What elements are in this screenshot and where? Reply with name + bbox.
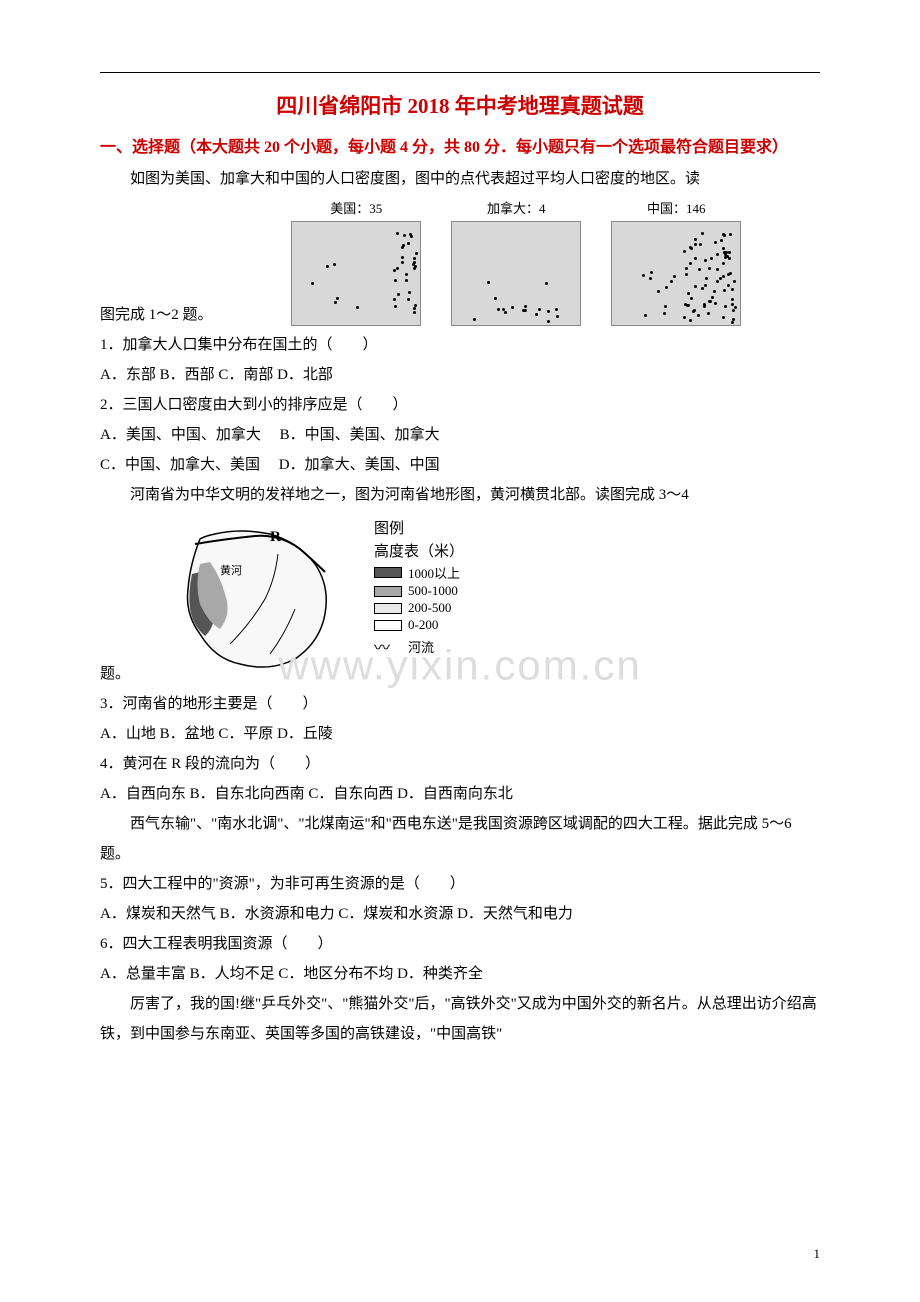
question-1-options: A．东部 B．西部 C．南部 D．北部 (100, 360, 820, 390)
question-2-options-row2: C．中国、加拿大、美国 D．加拿大、美国、中国 (100, 450, 820, 480)
legend-label-3: 200-500 (408, 600, 451, 616)
legend-item-1: 1000以上 (374, 563, 464, 582)
legend-title-1: 图例 (374, 517, 464, 538)
china-map-block: 中国：146 (611, 198, 741, 326)
canada-map-label: 加拿大：4 (487, 198, 546, 217)
legend-item-4: 0-200 (374, 617, 464, 633)
canada-map-block: 加拿大：4 (451, 198, 581, 326)
density-maps-row: 美国：35 加拿大：4 中国：146 (213, 198, 820, 326)
legend-label-4: 0-200 (408, 617, 438, 633)
henan-intro-continuation: 题。 (100, 659, 130, 689)
legend-item-river: 〰 河流 (374, 634, 464, 658)
question-3-options: A．山地 B．盆地 C．平原 D．丘陵 (100, 719, 820, 749)
china-density-map (611, 221, 741, 326)
page-number: 1 (814, 1246, 821, 1262)
legend-label-2: 500-1000 (408, 583, 458, 599)
legend-swatch-2 (374, 586, 402, 597)
question-5-options: A．煤炭和天然气 B．水资源和电力 C．煤炭和水资源 D．天然气和电力 (100, 899, 820, 929)
henan-intro-text: 河南省为中华文明的发祥地之一，图为河南省地形图，黄河横贯北部。读图完成 3～4 (100, 480, 820, 510)
legend-item-3: 200-500 (374, 600, 464, 616)
maps-intro-text: 如图为美国、加拿大和中国的人口密度图，图中的点代表超过平均人口密度的地区。读 (100, 164, 820, 194)
china-map-label: 中国：146 (647, 198, 706, 217)
r-marker: R (270, 529, 281, 545)
usa-map-block: 美国：35 (291, 198, 421, 326)
henan-legend: 图例 高度表（米） 1000以上 500-1000 200-500 0-200 … (374, 517, 464, 689)
huanghe-label: 黄河 (220, 563, 242, 577)
legend-item-2: 500-1000 (374, 583, 464, 599)
canada-density-map (451, 221, 581, 326)
question-2-options-row1: A．美国、中国、加拿大 B．中国、美国、加拿大 (100, 420, 820, 450)
legend-title-2: 高度表（米） (374, 540, 464, 561)
maps-intro-continuation: 图完成 1～2 题。 (100, 300, 213, 330)
question-1: 1．加拿大人口集中分布在国土的（ ） (100, 330, 820, 360)
question-6-options: A．总量丰富 B．人均不足 C．地区分布不均 D．种类齐全 (100, 959, 820, 989)
section-one-header: 一、选择题（本大题共 20 个小题，每小题 4 分，共 80 分．每小题只有一个… (100, 132, 820, 164)
usa-map-label: 美国：35 (330, 198, 382, 217)
legend-label-1: 1000以上 (408, 563, 460, 582)
legend-swatch-1 (374, 567, 402, 578)
usa-density-map (291, 221, 421, 326)
question-4-options: A．自西向东 B．自东北向西南 C．自东向西 D．自西南向东北 (100, 779, 820, 809)
legend-label-river: 河流 (408, 637, 434, 656)
header-rule (100, 72, 820, 73)
question-4: 4．黄河在 R 段的流向为（ ） (100, 749, 820, 779)
question-6: 6．四大工程表明我国资源（ ） (100, 929, 820, 959)
question-5: 5．四大工程中的"资源"，为非可再生资源的是（ ） (100, 869, 820, 899)
river-icon: 〰 (374, 634, 402, 658)
question-3: 3．河南省的地形主要是（ ） (100, 689, 820, 719)
exam-title: 四川省绵阳市 2018 年中考地理真题试题 (100, 90, 820, 120)
question-2: 2．三国人口密度由大到小的排序应是（ ） (100, 390, 820, 420)
legend-swatch-3 (374, 603, 402, 614)
henan-map: R 黄河 (170, 514, 350, 689)
hsr-intro-text: 厉害了，我的国!继"乒乓外交"、"熊猫外交"后，"高铁外交"又成为中国外交的新名… (100, 989, 820, 1049)
resource-intro-text: 西气东输"、"南水北调"、"北煤南运"和"西电东送"是我国资源跨区域调配的四大工… (100, 809, 820, 869)
legend-swatch-4 (374, 620, 402, 631)
